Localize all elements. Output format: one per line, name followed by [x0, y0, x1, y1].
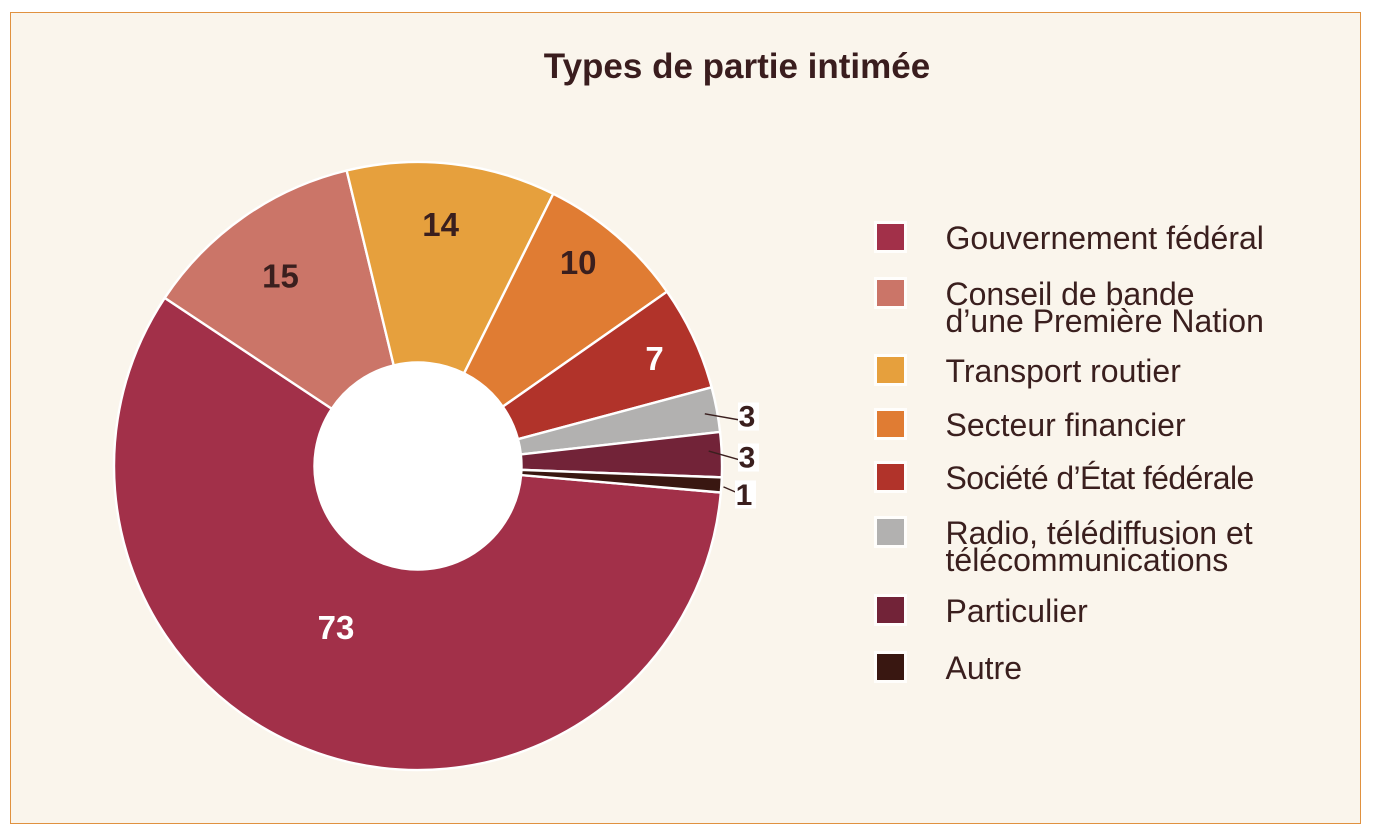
svg-text:3: 3	[739, 442, 756, 475]
svg-text:7: 7	[645, 340, 663, 377]
svg-text:3: 3	[739, 401, 756, 434]
svg-text:73: 73	[318, 609, 355, 646]
svg-text:10: 10	[560, 244, 597, 281]
svg-text:14: 14	[422, 206, 459, 243]
svg-text:15: 15	[262, 258, 299, 295]
svg-text:1: 1	[736, 479, 753, 512]
